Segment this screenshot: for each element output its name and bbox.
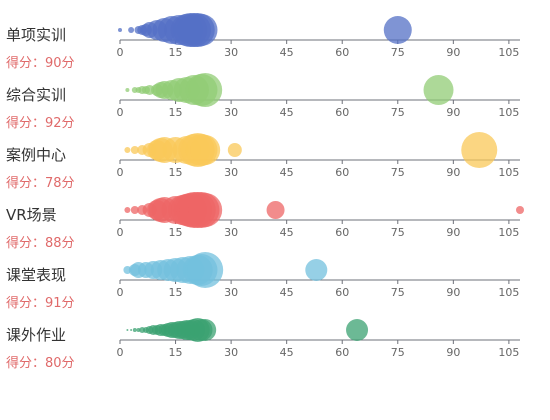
x-tick-label: 0 — [117, 346, 124, 359]
bubble[interactable] — [346, 319, 369, 341]
x-tick-label: 60 — [335, 286, 349, 299]
x-tick-label: 75 — [391, 106, 405, 119]
x-tick-label: 75 — [391, 286, 405, 299]
row-label: 课外作业 — [6, 326, 67, 344]
bubble[interactable] — [185, 14, 218, 46]
x-tick-label: 30 — [224, 46, 238, 59]
x-tick-label: 15 — [169, 166, 183, 179]
x-tick-label: 30 — [224, 286, 238, 299]
bubble[interactable] — [194, 319, 217, 341]
x-tick-label: 60 — [335, 166, 349, 179]
bubble[interactable] — [124, 147, 131, 153]
x-tick-label: 30 — [224, 226, 238, 239]
x-tick-label: 0 — [117, 166, 124, 179]
row-label: VR场景 — [6, 206, 57, 224]
row-label: 课堂表现 — [6, 266, 67, 284]
row-score: 得分：91分 — [6, 296, 75, 311]
x-tick-label: 105 — [498, 106, 519, 119]
x-tick-label: 45 — [280, 286, 294, 299]
x-tick-label: 90 — [446, 106, 460, 119]
x-tick-label: 60 — [335, 346, 349, 359]
bubble[interactable] — [190, 135, 221, 165]
bubble[interactable] — [305, 259, 328, 281]
x-tick-label: 15 — [169, 46, 183, 59]
x-tick-label: 60 — [335, 106, 349, 119]
row-score: 得分：88分 — [6, 236, 75, 251]
x-tick-label: 105 — [498, 46, 519, 59]
x-tick-label: 75 — [391, 166, 405, 179]
row-score: 得分：90分 — [6, 56, 75, 71]
x-tick-label: 105 — [498, 166, 519, 179]
bubble[interactable] — [227, 143, 242, 157]
x-tick-label: 45 — [280, 106, 294, 119]
bubble[interactable] — [266, 201, 285, 219]
bubble[interactable] — [118, 28, 122, 32]
x-tick-label: 75 — [391, 346, 405, 359]
x-tick-label: 45 — [280, 166, 294, 179]
x-tick-label: 0 — [117, 286, 124, 299]
x-tick-label: 90 — [446, 226, 460, 239]
x-tick-label: 30 — [224, 106, 238, 119]
bubble[interactable] — [124, 207, 131, 213]
x-tick-label: 105 — [498, 226, 519, 239]
x-tick-label: 30 — [224, 346, 238, 359]
x-tick-label: 60 — [335, 46, 349, 59]
bubble[interactable] — [188, 193, 223, 227]
bubble[interactable] — [516, 206, 524, 214]
row-label: 单项实训 — [6, 26, 67, 44]
x-tick-label: 0 — [117, 106, 124, 119]
row-score: 得分：78分 — [6, 176, 75, 191]
x-tick-label: 90 — [446, 166, 460, 179]
x-tick-label: 90 — [446, 286, 460, 299]
x-tick-label: 60 — [335, 226, 349, 239]
x-tick-label: 45 — [280, 46, 294, 59]
bubble[interactable] — [461, 132, 498, 168]
x-tick-label: 0 — [117, 46, 124, 59]
x-tick-label: 15 — [169, 346, 183, 359]
bubble[interactable] — [130, 146, 139, 154]
bubble[interactable] — [130, 206, 139, 214]
x-tick-label: 90 — [446, 46, 460, 59]
row-score: 得分：92分 — [6, 116, 75, 131]
x-tick-label: 105 — [498, 286, 519, 299]
x-tick-label: 75 — [391, 46, 405, 59]
x-tick-label: 75 — [391, 226, 405, 239]
x-tick-label: 0 — [117, 226, 124, 239]
row-label: 综合实训 — [6, 86, 67, 104]
bubble[interactable] — [128, 27, 135, 33]
bubble[interactable] — [132, 328, 137, 332]
x-tick-label: 90 — [446, 346, 460, 359]
x-tick-label: 105 — [498, 346, 519, 359]
bubble[interactable] — [125, 88, 130, 92]
row-label: 案例中心 — [6, 146, 67, 164]
bubble[interactable] — [383, 16, 412, 44]
x-tick-label: 30 — [224, 166, 238, 179]
row-score: 得分：80分 — [6, 356, 75, 371]
x-tick-label: 45 — [280, 346, 294, 359]
bubble[interactable] — [188, 73, 223, 107]
x-tick-label: 15 — [169, 106, 183, 119]
x-tick-label: 45 — [280, 226, 294, 239]
bubble[interactable] — [423, 75, 454, 105]
bubble[interactable] — [130, 329, 133, 331]
bubble[interactable] — [126, 329, 129, 331]
x-tick-label: 15 — [169, 226, 183, 239]
bubble[interactable] — [187, 252, 224, 288]
x-tick-label: 15 — [169, 286, 183, 299]
